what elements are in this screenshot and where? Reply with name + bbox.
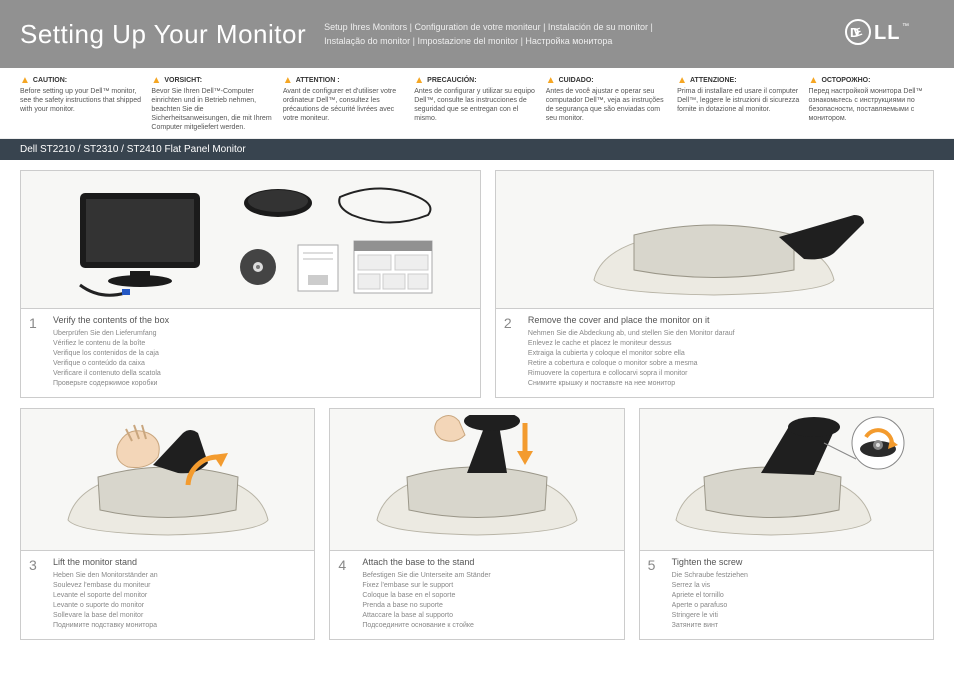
step-translations: Heben Sie den Monitorständer an Soulevez… xyxy=(53,571,306,631)
panel-step-4: 4 Attach the base to the stand Befestige… xyxy=(329,408,624,640)
panel-step-2: 2 Remove the cover and place the monitor… xyxy=(495,170,934,398)
caution-es: ▲PRECAUCIÓN: Antes de configurar y utili… xyxy=(414,76,539,132)
step-title: Attach the base to the stand xyxy=(362,557,615,567)
warning-icon: ▲ xyxy=(809,76,819,85)
dell-logo: E D LL ™ xyxy=(844,18,932,46)
step-number: 1 xyxy=(29,315,43,389)
warning-icon: ▲ xyxy=(546,76,556,85)
step-number: 2 xyxy=(504,315,518,389)
setup-sheet: Setting Up Your Monitor Setup Ihres Moni… xyxy=(0,0,954,675)
warning-icon: ▲ xyxy=(414,76,424,85)
warning-icon: ▲ xyxy=(677,76,687,85)
illustration-attach-base xyxy=(330,409,623,550)
panel-step-3: 3 Lift the monitor stand Heben Sie den M… xyxy=(20,408,315,640)
illustration-lift-stand xyxy=(21,409,314,550)
warning-icon: ▲ xyxy=(283,76,293,85)
warning-icon: ▲ xyxy=(151,76,161,85)
step-title: Verify the contents of the box xyxy=(53,315,472,325)
caution-it: ▲ATTENZIONE: Prima di installare ed usar… xyxy=(677,76,802,132)
caution-row: ▲CAUTION: Before setting up your Dell™ m… xyxy=(0,68,954,139)
caution-fr: ▲ATTENTION : Avant de configurer et d'ut… xyxy=(283,76,408,132)
step-number: 4 xyxy=(338,557,352,631)
svg-text:LL: LL xyxy=(874,22,900,44)
step-translations: Befestigen Sie die Unterseite am Ständer… xyxy=(362,571,615,631)
step-number: 5 xyxy=(648,557,662,631)
panel-step-1: 1 Verify the contents of the box Überprü… xyxy=(20,170,481,398)
content-area: 1 Verify the contents of the box Überprü… xyxy=(0,160,954,664)
warning-icon: ▲ xyxy=(20,76,30,85)
step-title: Lift the monitor stand xyxy=(53,557,306,567)
step-translations: Die Schraube festziehen Serrez la vis Ap… xyxy=(672,571,925,631)
svg-text:™: ™ xyxy=(902,23,909,30)
header-bar: Setting Up Your Monitor Setup Ihres Moni… xyxy=(0,0,954,68)
caution-de: ▲VORSICHT: Bevor Sie Ihren Dell™-Compute… xyxy=(151,76,276,132)
subtitle-line-2: Instalação do monitor | Impostazione del… xyxy=(324,34,934,48)
page-title: Setting Up Your Monitor xyxy=(20,19,306,50)
step-title: Remove the cover and place the monitor o… xyxy=(528,315,925,325)
step-title: Tighten the screw xyxy=(672,557,925,567)
illustration-tighten-screw xyxy=(640,409,933,550)
caution-ru: ▲ОСТОРОЖНО: Перед настройкой монитора De… xyxy=(809,76,934,132)
model-bar: Dell ST2210 / ST2310 / ST2410 Flat Panel… xyxy=(0,139,954,160)
subtitle-line-1: Setup Ihres Monitors | Configuration de … xyxy=(324,20,934,34)
caution-pt: ▲CUIDADO: Antes de você ajustar e operar… xyxy=(546,76,671,132)
step-number: 3 xyxy=(29,557,43,631)
header-subtitle: Setup Ihres Monitors | Configuration de … xyxy=(324,20,934,48)
illustration-place-monitor xyxy=(496,171,933,308)
step-translations: Überprüfen Sie den Lieferumfang Vérifiez… xyxy=(53,329,472,389)
caution-en: ▲CAUTION: Before setting up your Dell™ m… xyxy=(20,76,145,132)
row-2: 3 Lift the monitor stand Heben Sie den M… xyxy=(20,408,934,640)
svg-text:D: D xyxy=(850,25,859,40)
panel-step-5: 5 Tighten the screw Die Schraube festzie… xyxy=(639,408,934,640)
row-1: 1 Verify the contents of the box Überprü… xyxy=(20,170,934,398)
step-translations: Nehmen Sie die Abdeckung ab, und stellen… xyxy=(528,329,925,389)
illustration-box-contents xyxy=(21,171,480,308)
